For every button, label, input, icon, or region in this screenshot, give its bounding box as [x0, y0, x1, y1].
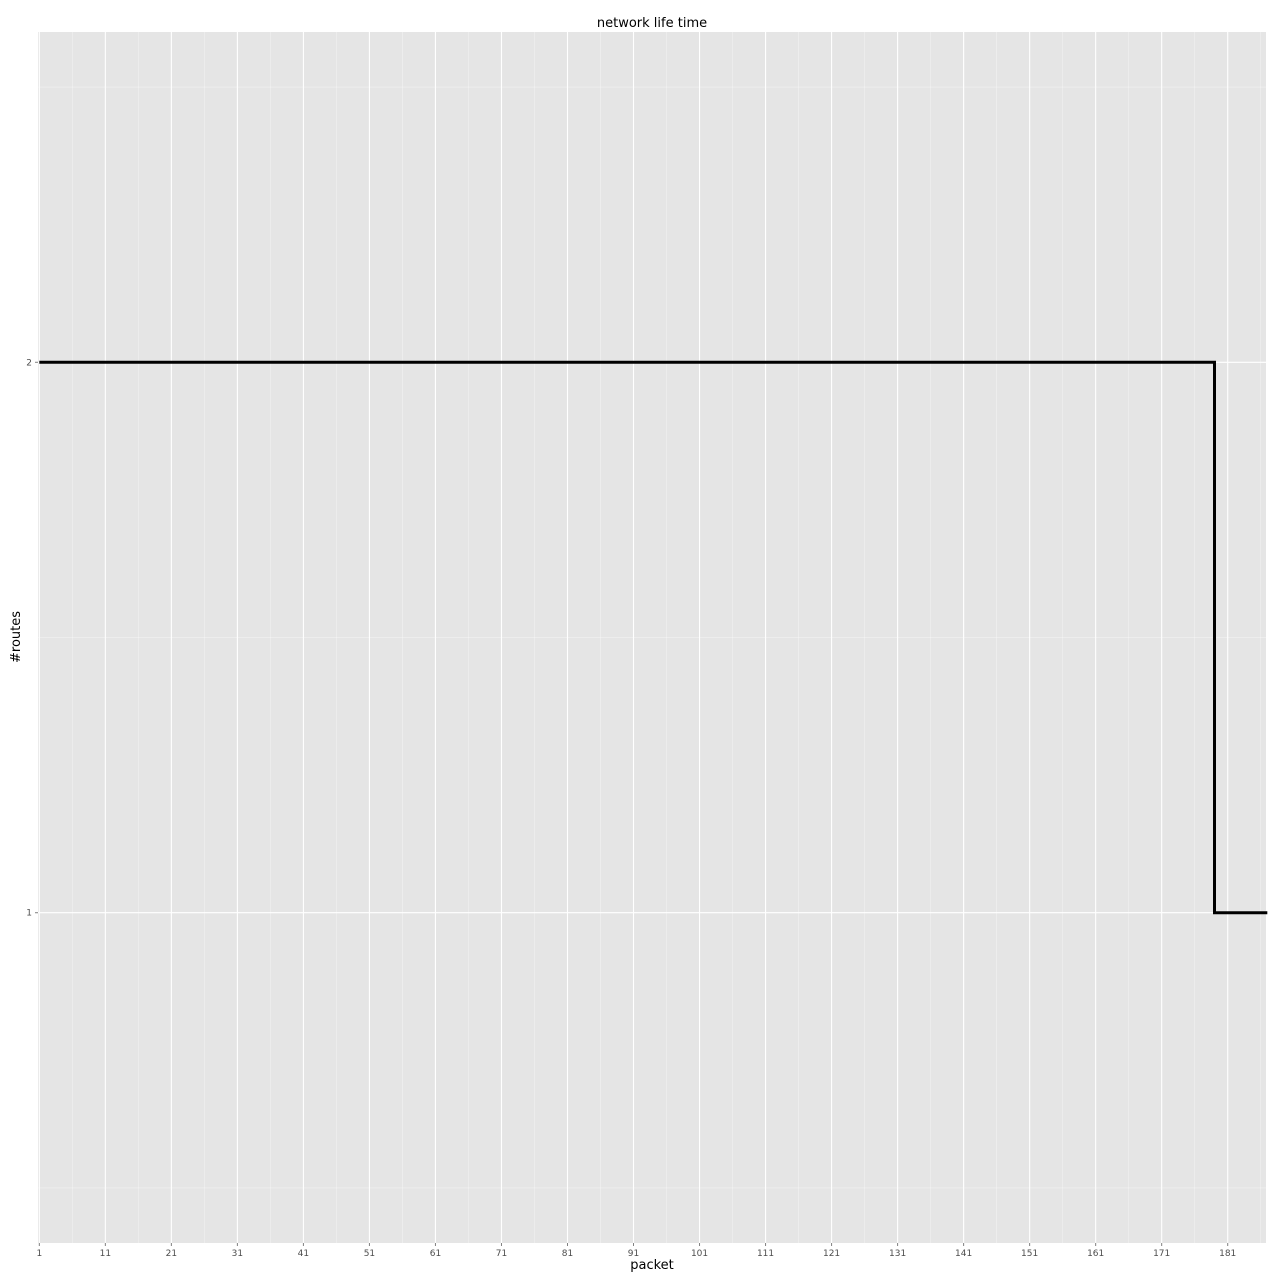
- x-tick-label: 1: [36, 1249, 42, 1259]
- x-tick-label: 121: [823, 1249, 840, 1259]
- series-layer: [39, 360, 1268, 915]
- x-tick-label: 31: [232, 1249, 243, 1259]
- x-axis-title: packet: [630, 1258, 674, 1273]
- grid-lines: [38, 32, 1266, 1243]
- series-line-0: [39, 360, 1268, 915]
- x-tick-label: 41: [298, 1249, 309, 1259]
- x-tick-label: 161: [1087, 1249, 1104, 1259]
- y-axis-title: #routes: [9, 611, 24, 663]
- x-tick-label: 91: [628, 1249, 639, 1259]
- x-tick-label: 61: [430, 1249, 441, 1259]
- x-tick-label: 21: [166, 1249, 177, 1259]
- x-tick-label: 81: [562, 1249, 573, 1259]
- x-axis: 1 11 21 31 41 51 61 71 81 91 101 111 121 131 141 151 161…: [36, 1243, 1236, 1259]
- x-tick-label: 51: [364, 1249, 375, 1259]
- x-tick-label: 151: [1021, 1249, 1038, 1259]
- x-tick-label: 71: [496, 1249, 507, 1259]
- y-tick-label: 1: [26, 909, 32, 919]
- x-tick-label: 131: [889, 1249, 906, 1259]
- x-tick-label: 171: [1153, 1249, 1170, 1259]
- x-tick-label: 101: [691, 1249, 708, 1259]
- chart-title: network life time: [597, 16, 707, 31]
- x-tick-label: 111: [757, 1249, 774, 1259]
- y-tick-label: 2: [26, 358, 32, 368]
- y-axis: 12: [26, 358, 38, 919]
- x-tick-label: 11: [100, 1249, 111, 1259]
- x-tick-label: 141: [955, 1249, 972, 1259]
- x-tick-label: 181: [1219, 1249, 1236, 1259]
